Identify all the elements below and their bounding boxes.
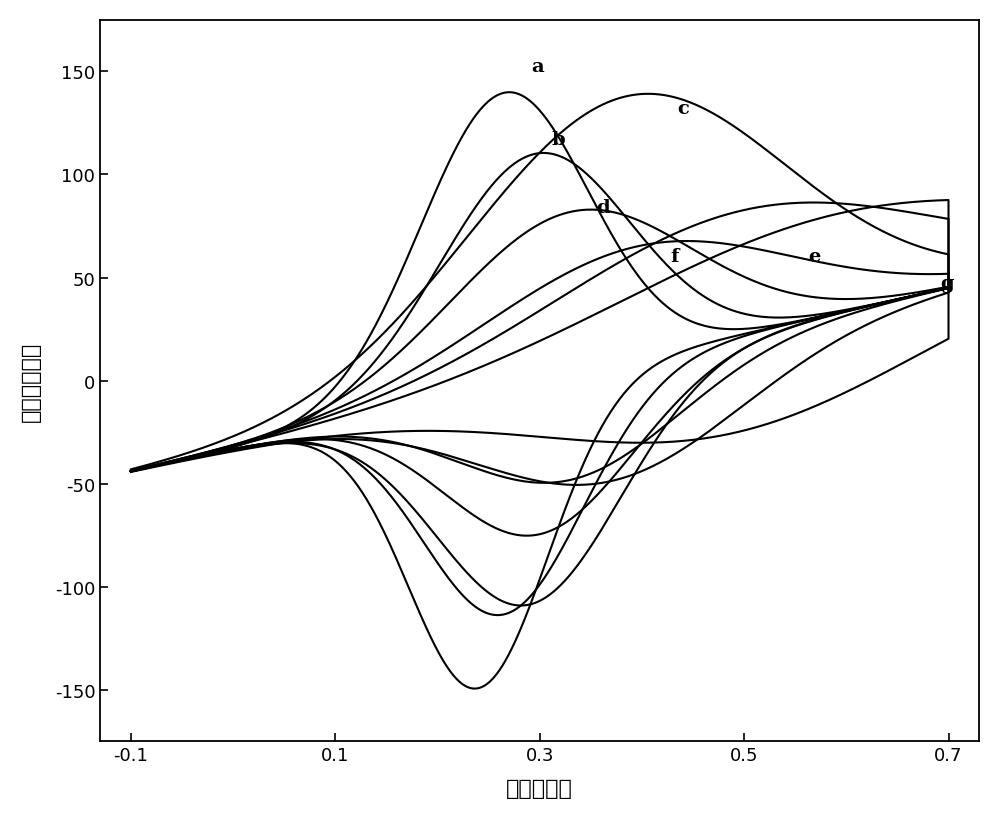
- Text: d: d: [596, 198, 610, 216]
- Text: b: b: [552, 130, 566, 148]
- Text: g: g: [940, 274, 954, 292]
- Text: a: a: [532, 58, 544, 76]
- X-axis label: 电势（伏）: 电势（伏）: [506, 778, 573, 799]
- Y-axis label: 电流（微安）: 电流（微安）: [21, 341, 41, 421]
- Text: c: c: [678, 100, 690, 118]
- Text: f: f: [671, 248, 679, 266]
- Text: e: e: [808, 248, 821, 266]
